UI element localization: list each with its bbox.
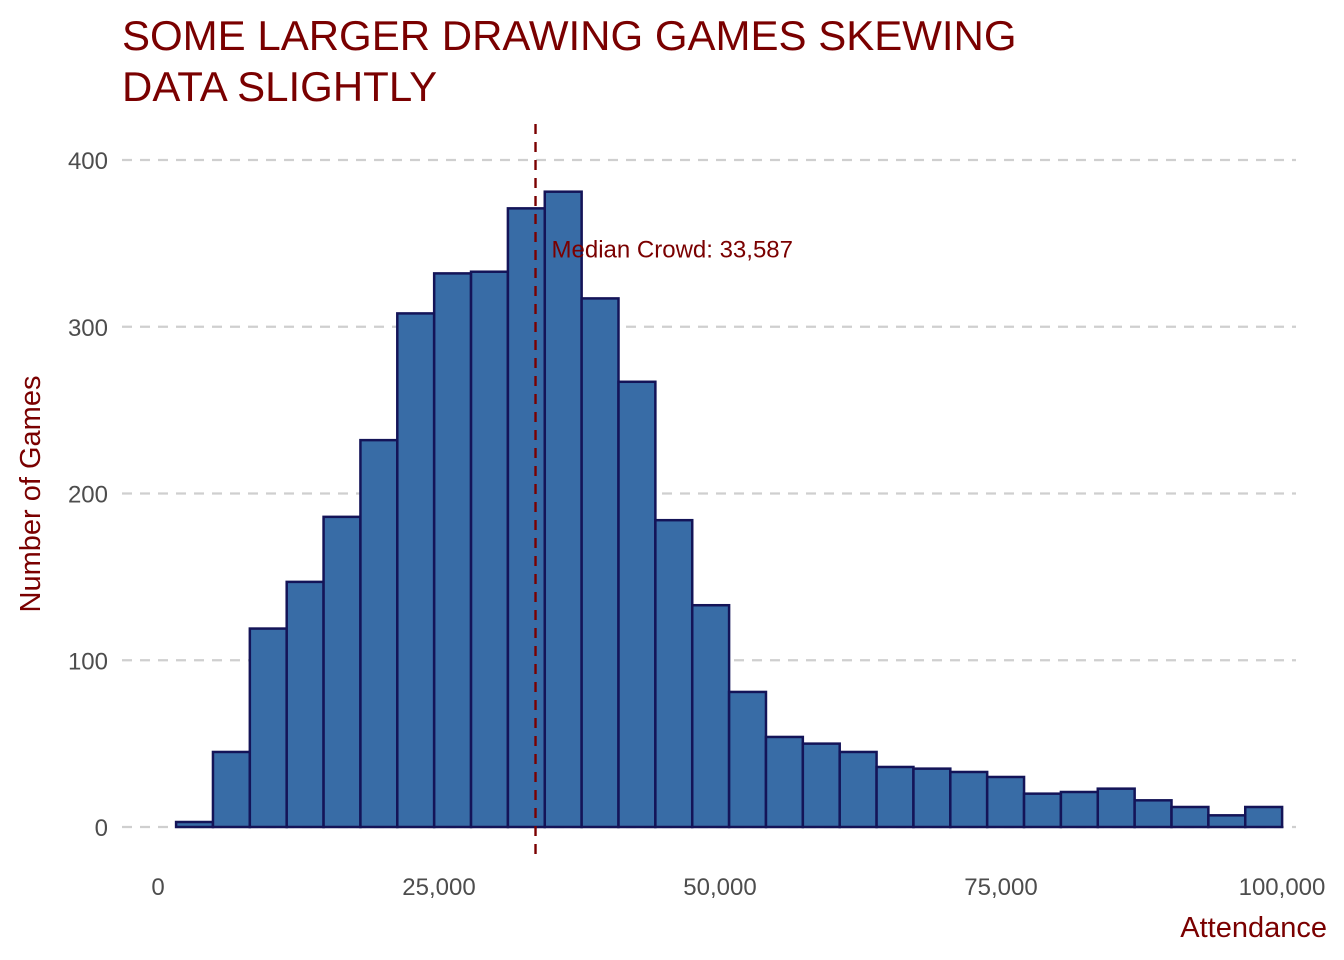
histogram-bar (211, 750, 252, 829)
x-tick-label: 75,000 (964, 874, 1037, 901)
histogram-bar (727, 690, 768, 829)
histogram-bar (580, 297, 620, 829)
x-tick-label: 50,000 (683, 874, 756, 901)
histogram-bar (801, 742, 841, 829)
histogram-bar (1022, 792, 1063, 829)
histogram-bar (285, 580, 325, 829)
histogram-bar (1059, 790, 1100, 829)
chart-title-line-2: DATA SLIGHTLY (122, 63, 437, 110)
histogram-bar (912, 767, 952, 829)
y-tick-label: 0 (95, 815, 108, 842)
median-marker: Median Crowd: 33,587 (534, 124, 793, 862)
x-tick-label: 100,000 (1239, 874, 1326, 901)
histogram-bar (1170, 805, 1210, 829)
histogram-bar (174, 820, 215, 829)
histogram-bar (949, 770, 989, 829)
histogram-bar (432, 272, 473, 829)
y-tick-label: 200 (68, 482, 108, 509)
histogram-bars (174, 190, 1284, 829)
histogram-bar (248, 627, 288, 829)
y-tick-label: 300 (68, 315, 108, 342)
x-axis-title: Attendance (1180, 912, 1327, 944)
median-label: Median Crowd: 33,587 (552, 236, 793, 263)
y-axis-title: Number of Games (15, 376, 47, 613)
y-axis-ticks: 0 100 200 300 400 (68, 148, 108, 842)
histogram-bar (875, 765, 915, 829)
histogram-bar (1207, 814, 1247, 829)
histogram-bar (985, 775, 1026, 829)
histogram-bar (322, 515, 362, 829)
histogram-bar (1096, 787, 1136, 829)
histogram-bar (654, 518, 694, 829)
histogram-bar (469, 270, 510, 829)
y-tick-label: 100 (68, 648, 108, 675)
chart-title-line-1: SOME LARGER DRAWING GAMES SKEWING (122, 12, 1017, 59)
y-tick-label: 400 (68, 148, 108, 175)
histogram-bar (764, 735, 805, 829)
histogram-bar (359, 438, 399, 829)
histogram-bar (617, 380, 657, 829)
x-axis-ticks: 0 25,000 50,000 75,000 100,000 (151, 874, 1325, 901)
x-tick-label: 0 (151, 874, 164, 901)
histogram-bar (1133, 799, 1173, 829)
histogram-bar (543, 190, 583, 829)
histogram-bar (838, 750, 878, 829)
histogram-bar (506, 207, 547, 829)
chart-title: SOME LARGER DRAWING GAMES SKEWING DATA S… (122, 12, 1017, 110)
histogram-bar (396, 312, 436, 829)
histogram-bar (690, 603, 731, 829)
histogram-bar (1243, 805, 1284, 829)
x-tick-label: 25,000 (402, 874, 475, 901)
